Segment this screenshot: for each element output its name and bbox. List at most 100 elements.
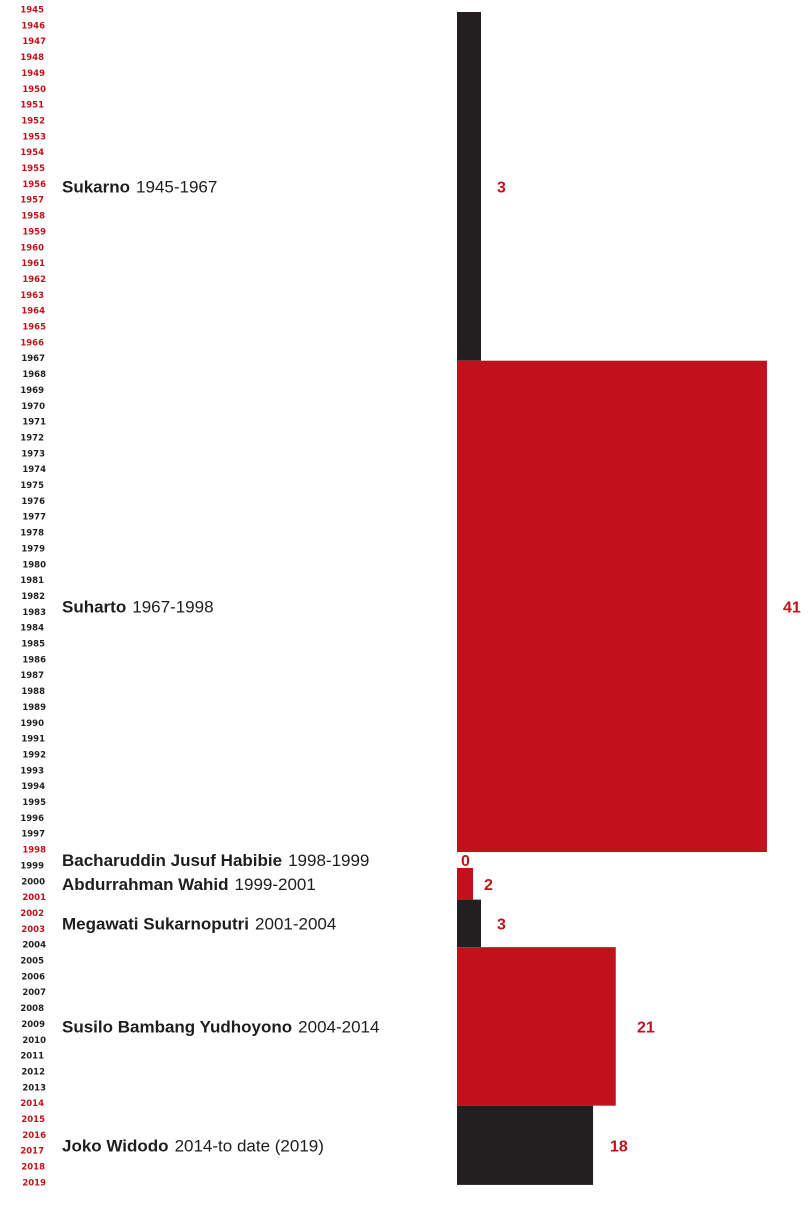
year-tick-label: 2004 bbox=[22, 941, 46, 951]
year-tick-label: 1999 bbox=[20, 861, 44, 871]
year-tick-label: 1985 bbox=[21, 640, 45, 650]
president-label: Sukarno 1945-1967 bbox=[62, 177, 217, 196]
president-name: Joko Widodo bbox=[62, 1136, 169, 1155]
year-tick-label: 2015 bbox=[21, 1115, 45, 1125]
value-label: 18 bbox=[610, 1138, 628, 1155]
year-tick-label: 1948 bbox=[20, 53, 44, 63]
year-tick-label: 1965 bbox=[22, 323, 46, 333]
president-label: Bacharuddin Jusuf Habibie 1998-1999 bbox=[62, 851, 369, 870]
year-tick-label: 1990 bbox=[20, 719, 44, 729]
value-label: 3 bbox=[497, 916, 506, 933]
year-tick-label: 1971 bbox=[22, 418, 46, 428]
bar-suharto bbox=[457, 360, 767, 853]
president-term: 1999-2001 bbox=[235, 875, 316, 894]
year-tick-label: 1974 bbox=[22, 465, 46, 475]
year-tick-label: 1968 bbox=[22, 370, 46, 380]
year-tick-label: 1957 bbox=[20, 196, 44, 206]
year-tick-label: 1969 bbox=[20, 386, 44, 396]
year-tick-label: 1979 bbox=[21, 544, 45, 554]
year-tick-label: 2012 bbox=[21, 1067, 45, 1077]
president-term: 1998-1999 bbox=[288, 851, 369, 870]
year-tick-label: 1952 bbox=[21, 116, 45, 126]
president-label: Abdurrahman Wahid 1999-2001 bbox=[62, 875, 316, 894]
year-tick-label: 1986 bbox=[22, 655, 46, 665]
year-tick-label: 2003 bbox=[21, 925, 45, 935]
president-name: Sukarno bbox=[62, 177, 130, 196]
year-tick-label: 1983 bbox=[22, 608, 46, 618]
bar-susilo-bambang-yudhoyono bbox=[457, 947, 616, 1106]
year-tick-label: 1984 bbox=[20, 624, 44, 634]
year-tick-label: 1945 bbox=[20, 6, 44, 16]
president-label: Megawati Sukarnoputri 2001-2004 bbox=[62, 914, 336, 933]
year-tick-label: 2008 bbox=[20, 1004, 44, 1014]
year-tick-label: 1955 bbox=[21, 164, 45, 174]
president-label: Susilo Bambang Yudhoyono 2004-2014 bbox=[62, 1017, 379, 1036]
year-tick-label: 1996 bbox=[20, 814, 44, 824]
year-tick-label: 2010 bbox=[22, 1036, 46, 1046]
year-tick-label: 1960 bbox=[20, 243, 44, 253]
year-tick-label: 1987 bbox=[20, 671, 44, 681]
year-tick-label: 1973 bbox=[21, 449, 45, 459]
year-tick-label: 1976 bbox=[21, 497, 45, 507]
president-term: 2001-2004 bbox=[255, 914, 336, 933]
year-tick-label: 1967 bbox=[21, 354, 45, 364]
year-tick-label: 2018 bbox=[21, 1163, 45, 1173]
year-tick-label: 1951 bbox=[20, 101, 44, 111]
president-term: 1967-1998 bbox=[132, 597, 213, 616]
year-tick-label: 1981 bbox=[20, 576, 44, 586]
year-tick-label: 2011 bbox=[20, 1052, 44, 1062]
president-name: Megawati Sukarnoputri bbox=[62, 914, 249, 933]
value-label: 3 bbox=[497, 179, 506, 196]
year-tick-label: 2016 bbox=[22, 1131, 46, 1141]
year-tick-label: 1978 bbox=[20, 529, 44, 539]
year-tick-label: 1980 bbox=[22, 560, 46, 570]
year-tick-label: 1989 bbox=[22, 703, 46, 713]
year-tick-label: 1995 bbox=[22, 798, 46, 808]
year-tick-label: 1997 bbox=[21, 830, 45, 840]
value-label: 41 bbox=[783, 599, 801, 616]
year-tick-label: 1998 bbox=[22, 846, 46, 856]
president-name: Suharto bbox=[62, 597, 126, 616]
year-tick-label: 1947 bbox=[22, 37, 46, 47]
president-name: Abdurrahman Wahid bbox=[62, 875, 229, 894]
year-tick-label: 1994 bbox=[21, 782, 45, 792]
year-tick-label: 2017 bbox=[20, 1147, 44, 1157]
year-tick-label: 1954 bbox=[20, 148, 44, 158]
year-tick-label: 2013 bbox=[22, 1083, 46, 1093]
president-term: 1945-1967 bbox=[136, 177, 217, 196]
year-tick-label: 1966 bbox=[20, 338, 44, 348]
year-tick-label: 1993 bbox=[20, 766, 44, 776]
president-label: Suharto 1967-1998 bbox=[62, 597, 214, 616]
year-tick-label: 1959 bbox=[22, 227, 46, 237]
year-tick-label: 1972 bbox=[20, 433, 44, 443]
bar-joko-widodo bbox=[457, 1105, 594, 1185]
year-tick-label: 1958 bbox=[21, 212, 45, 222]
year-tick-label: 1992 bbox=[22, 750, 46, 760]
year-tick-label: 1964 bbox=[21, 307, 45, 317]
president-term: 2014-to date (2019) bbox=[175, 1136, 324, 1155]
year-tick-label: 1950 bbox=[22, 85, 46, 95]
year-tick-label: 2014 bbox=[20, 1099, 44, 1109]
president-term: 2004-2014 bbox=[298, 1017, 379, 1036]
value-label: 0 bbox=[461, 853, 470, 870]
president-labels: Sukarno 1945-1967 Suharto 1967-1998 Bacharud… bbox=[62, 177, 379, 1155]
year-tick-label: 2000 bbox=[21, 877, 45, 887]
year-tick-label: 1962 bbox=[22, 275, 46, 285]
year-tick-label: 2001 bbox=[22, 893, 46, 903]
bars bbox=[457, 12, 767, 1185]
year-tick-label: 2002 bbox=[20, 909, 44, 919]
year-tick-label: 1991 bbox=[21, 735, 45, 745]
year-tick-label: 2005 bbox=[20, 957, 44, 967]
year-tick-label: 2006 bbox=[21, 972, 45, 982]
year-tick-label: 1949 bbox=[21, 69, 45, 79]
year-tick-label: 1970 bbox=[21, 402, 45, 412]
year-tick-label: 2019 bbox=[22, 1178, 46, 1188]
bar-sukarno bbox=[457, 12, 481, 361]
year-tick-label: 1977 bbox=[22, 513, 46, 523]
bar-megawati-sukarnoputri bbox=[457, 899, 481, 948]
value-label: 2 bbox=[484, 877, 493, 894]
year-tick-label: 1988 bbox=[21, 687, 45, 697]
year-tick-label: 1946 bbox=[21, 21, 45, 31]
